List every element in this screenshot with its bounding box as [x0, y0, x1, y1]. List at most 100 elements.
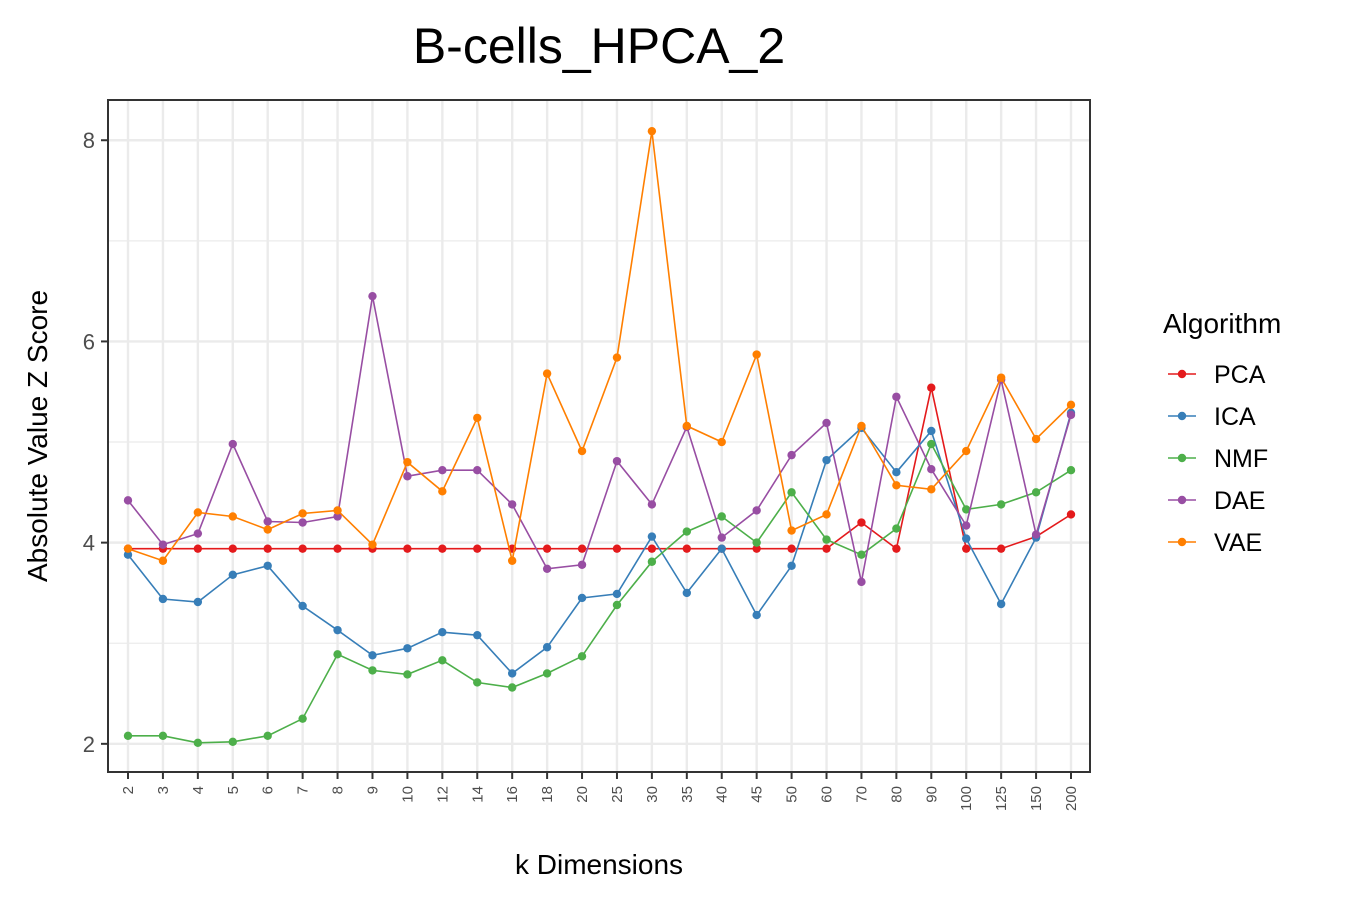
data-point-dae — [752, 506, 761, 515]
data-point-ica — [717, 544, 726, 553]
data-point-vae — [717, 437, 726, 447]
chart-title: B-cells_HPCA_2 — [413, 18, 785, 74]
legend-item-nmf: NMF — [1168, 445, 1268, 473]
data-point-nmf — [857, 550, 866, 559]
x-tick-label: 200 — [1063, 786, 1080, 811]
data-point-vae — [473, 413, 482, 423]
data-point-ica — [787, 561, 796, 570]
data-point-pca — [473, 544, 482, 553]
data-point-nmf — [682, 527, 692, 536]
data-point-vae — [612, 353, 622, 362]
x-tick-label: 25 — [609, 786, 626, 803]
grid — [108, 100, 1090, 772]
data-point-vae — [996, 373, 1006, 382]
data-point-dae — [403, 472, 412, 481]
data-point-pca — [1066, 510, 1076, 519]
data-point-dae — [717, 533, 726, 542]
data-point-vae — [263, 525, 272, 534]
data-point-pca — [682, 544, 692, 553]
data-point-pca — [542, 544, 552, 553]
data-point-nmf — [647, 557, 657, 566]
data-point-nmf — [927, 439, 936, 449]
x-tick-label: 100 — [958, 786, 975, 811]
data-point-vae — [333, 506, 342, 515]
legend-item-dae: DAE — [1168, 487, 1265, 515]
series-nmf — [123, 439, 1076, 748]
data-point-nmf — [473, 678, 482, 687]
data-point-dae — [473, 466, 482, 475]
data-point-pca — [577, 544, 587, 553]
data-point-nmf — [368, 666, 377, 675]
data-point-vae — [542, 369, 552, 378]
y-tick-label: 6 — [83, 329, 95, 354]
data-point-ica — [368, 651, 377, 660]
data-point-vae — [507, 556, 517, 565]
data-point-dae — [368, 291, 377, 301]
legend-label: NMF — [1214, 445, 1268, 473]
x-tick-label: 70 — [853, 786, 870, 803]
data-point-ica — [962, 534, 971, 543]
data-point-dae — [962, 521, 971, 530]
data-point-vae — [857, 421, 866, 431]
legend-item-ica: ICA — [1168, 403, 1256, 431]
x-tick-label: 14 — [469, 786, 486, 803]
data-point-dae — [333, 512, 342, 521]
data-point-nmf — [787, 488, 796, 497]
data-point-nmf — [403, 670, 412, 679]
x-tick-label: 125 — [993, 786, 1010, 811]
data-point-ica — [996, 599, 1006, 609]
data-point-pca — [263, 544, 272, 553]
data-point-ica — [158, 594, 168, 604]
data-point-ica — [647, 532, 657, 541]
data-point-ica — [682, 588, 692, 598]
legend-key-point — [1177, 537, 1187, 547]
data-point-dae — [123, 496, 133, 505]
data-point-dae — [193, 529, 203, 538]
data-point-vae — [298, 509, 307, 518]
data-point-vae — [368, 540, 377, 549]
data-point-dae — [892, 392, 901, 401]
data-point-vae — [927, 485, 936, 494]
data-point-vae — [1066, 400, 1076, 410]
x-axis: 2 3 4 5 6 7 8 9 10 12 14 16 18 20 25 30 35 40 45 50 60 70 80 90… — [120, 772, 1080, 811]
data-point-nmf — [507, 683, 517, 692]
data-point-nmf — [1031, 488, 1041, 497]
data-point-vae — [822, 510, 831, 519]
legend-title: Algorithm — [1163, 308, 1281, 339]
data-point-vae — [787, 526, 796, 535]
y-axis-title: Absolute Value Z Score — [22, 290, 53, 582]
data-point-pca — [193, 544, 203, 553]
data-point-nmf — [752, 538, 761, 547]
x-tick-label: 3 — [155, 786, 172, 794]
data-point-dae — [857, 577, 866, 587]
x-tick-label: 20 — [574, 786, 591, 803]
data-point-dae — [1066, 410, 1076, 420]
data-point-nmf — [822, 535, 831, 544]
legend-key-point — [1177, 453, 1187, 463]
data-point-nmf — [263, 731, 272, 740]
x-tick-label: 60 — [819, 786, 836, 803]
series-line-nmf — [128, 442, 1072, 744]
data-point-pca — [298, 544, 307, 553]
x-tick-label: 4 — [190, 786, 207, 794]
data-point-nmf — [962, 505, 971, 514]
legend-item-vae: VAE — [1168, 529, 1262, 557]
x-tick-label: 35 — [679, 786, 696, 803]
plot-panel-border — [107, 99, 1091, 773]
data-point-pca — [927, 383, 936, 392]
data-point-nmf — [577, 652, 587, 661]
data-point-ica — [263, 561, 272, 570]
data-point-pca — [333, 544, 342, 553]
x-tick-label: 90 — [923, 786, 940, 803]
x-tick-label: 5 — [225, 786, 242, 794]
data-point-nmf — [333, 650, 342, 659]
data-point-dae — [298, 518, 307, 527]
legend-key-point — [1177, 411, 1187, 421]
data-point-ica — [612, 589, 622, 599]
series-line-dae — [127, 296, 1072, 583]
data-point-pca — [892, 544, 901, 553]
data-point-vae — [647, 126, 657, 136]
data-point-ica — [298, 601, 307, 611]
data-point-ica — [752, 610, 761, 620]
data-point-dae — [612, 456, 622, 466]
